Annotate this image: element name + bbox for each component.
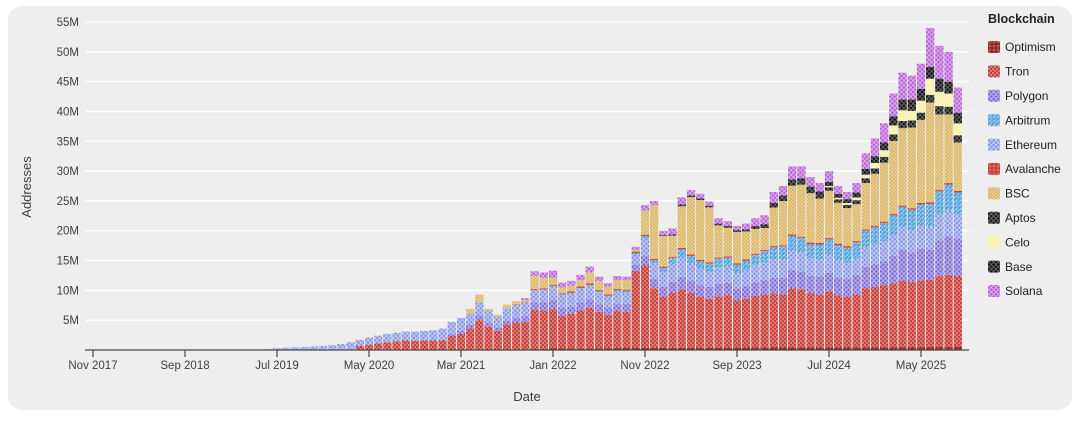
- svg-text:Optimism: Optimism: [1005, 40, 1056, 54]
- svg-text:Jul 2024: Jul 2024: [807, 360, 851, 372]
- svg-text:May 2025: May 2025: [896, 360, 947, 372]
- svg-text:50M: 50M: [57, 47, 79, 59]
- svg-text:Date: Date: [513, 389, 540, 404]
- svg-text:Polygon: Polygon: [1005, 89, 1048, 103]
- svg-text:10M: 10M: [57, 285, 79, 297]
- svg-text:Solana: Solana: [1005, 284, 1043, 298]
- svg-text:Base: Base: [1005, 260, 1033, 274]
- svg-text:30M: 30M: [57, 166, 79, 178]
- svg-text:BSC: BSC: [1005, 187, 1030, 201]
- svg-text:15M: 15M: [57, 256, 79, 268]
- svg-text:45M: 45M: [57, 77, 79, 89]
- svg-text:20M: 20M: [57, 226, 79, 238]
- svg-text:Tron: Tron: [1005, 65, 1029, 79]
- svg-text:Mar 2021: Mar 2021: [437, 360, 486, 372]
- svg-text:Nov 2022: Nov 2022: [620, 360, 669, 372]
- svg-text:Avalanche: Avalanche: [1005, 162, 1061, 176]
- svg-text:Nov 2017: Nov 2017: [68, 360, 117, 372]
- svg-text:Sep 2018: Sep 2018: [160, 360, 209, 372]
- svg-text:Blockchain: Blockchain: [988, 12, 1055, 26]
- svg-text:25M: 25M: [57, 196, 79, 208]
- svg-text:55M: 55M: [57, 17, 79, 29]
- svg-text:Jul 2019: Jul 2019: [255, 360, 298, 372]
- svg-text:40M: 40M: [57, 107, 79, 119]
- svg-text:Arbitrum: Arbitrum: [1005, 113, 1050, 127]
- svg-text:Celo: Celo: [1005, 235, 1030, 249]
- svg-text:Jan 2022: Jan 2022: [529, 360, 576, 372]
- svg-text:Sep 2023: Sep 2023: [712, 360, 761, 372]
- svg-text:Addresses: Addresses: [19, 156, 34, 218]
- svg-text:Aptos: Aptos: [1005, 211, 1036, 225]
- svg-text:35M: 35M: [57, 136, 79, 148]
- svg-text:May 2020: May 2020: [344, 360, 395, 372]
- svg-text:5M: 5M: [63, 315, 79, 327]
- svg-text:Ethereum: Ethereum: [1005, 138, 1057, 152]
